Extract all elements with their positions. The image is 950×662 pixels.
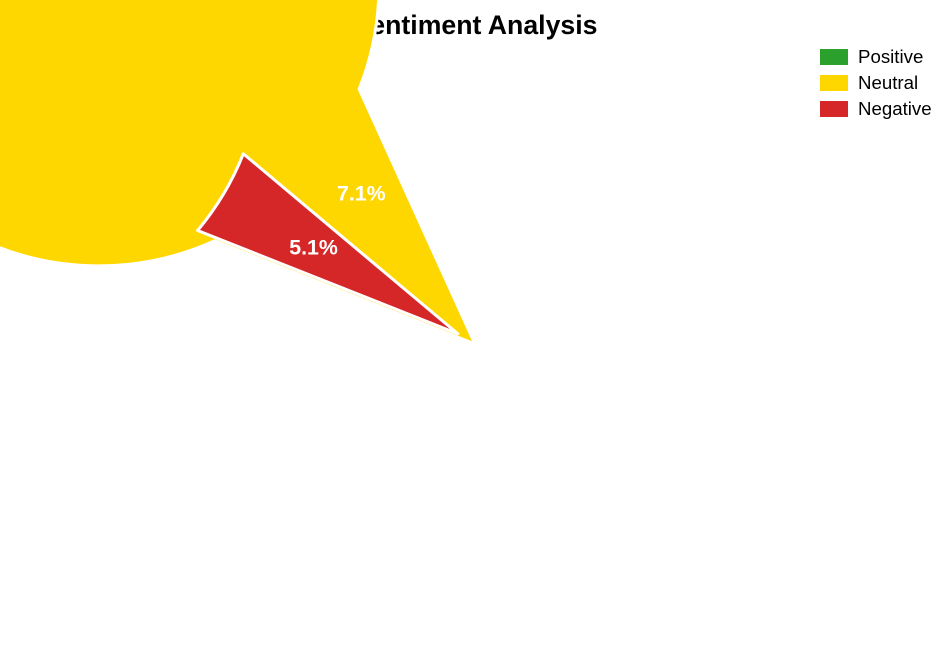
sentiment-pie-chart: Sentiment Analysis PositiveNeutralNegati… bbox=[0, 0, 950, 662]
legend-swatch bbox=[820, 101, 848, 117]
legend-label: Positive bbox=[858, 46, 923, 68]
legend-label: Negative bbox=[858, 98, 932, 120]
legend-item: Positive bbox=[820, 46, 932, 68]
legend-item: Negative bbox=[820, 98, 932, 120]
pie-plot-area bbox=[0, 0, 950, 662]
legend-swatch bbox=[820, 75, 848, 91]
legend-item: Neutral bbox=[820, 72, 932, 94]
legend-label: Neutral bbox=[858, 72, 918, 94]
slice-label-positive: 7.1% bbox=[337, 182, 386, 207]
legend: Positive Neutral Negative bbox=[820, 46, 932, 124]
slice-label-neutral: 87.8% bbox=[566, 447, 626, 472]
legend-swatch bbox=[820, 49, 848, 65]
slice-label-negative: 5.1% bbox=[289, 235, 338, 260]
